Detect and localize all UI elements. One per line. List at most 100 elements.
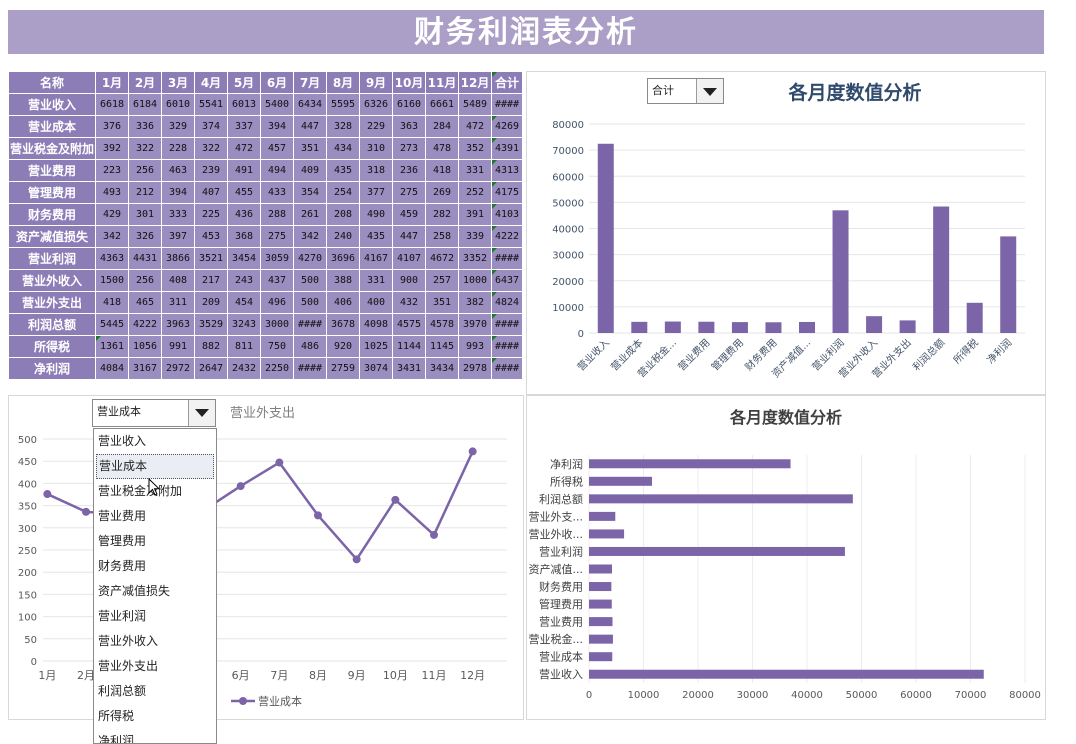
table-cell[interactable]: 2759 [326, 357, 360, 380]
table-cell[interactable]: 993 [458, 335, 492, 358]
table-cell[interactable]: 4431 [128, 247, 162, 270]
table-cell[interactable]: 500 [293, 269, 327, 292]
table-cell[interactable]: 318 [359, 159, 393, 182]
table-cell[interactable]: 3678 [326, 313, 360, 336]
line-selector-list[interactable]: 营业收入 营业成本 营业税金及附加 营业费用 管理费用 财务费用 资产减值损失 营业利润 营业外… [93, 428, 217, 744]
table-cell[interactable]: 376 [95, 115, 129, 138]
table-cell[interactable]: 3696 [326, 247, 360, 270]
table-cell[interactable]: 288 [260, 203, 294, 226]
table-cell[interactable]: 377 [359, 181, 393, 204]
table-cell[interactable]: 2250 [260, 357, 294, 380]
table-cell[interactable]: 432 [392, 291, 426, 314]
table-cell[interactable]: 4167 [359, 247, 393, 270]
table-cell[interactable]: 310 [359, 137, 393, 160]
table-cell[interactable]: 3529 [194, 313, 228, 336]
table-cell[interactable]: 4672 [425, 247, 459, 270]
table-cell[interactable]: 2647 [194, 357, 228, 380]
table-cell[interactable]: 418 [95, 291, 129, 314]
table-cell[interactable]: 1025 [359, 335, 393, 358]
table-cell[interactable]: 257 [425, 269, 459, 292]
dropdown-option[interactable]: 净利润 [98, 734, 135, 744]
table-cell[interactable]: 5445 [95, 313, 129, 336]
table-cell[interactable]: 3167 [128, 357, 162, 380]
table-cell[interactable]: 3434 [425, 357, 459, 380]
table-cell[interactable]: 6618 [95, 93, 129, 116]
table-cell[interactable]: 6160 [392, 93, 426, 116]
table-cell[interactable]: 391 [458, 203, 492, 226]
table-cell[interactable]: 331 [458, 159, 492, 182]
table-cell[interactable]: 455 [227, 181, 261, 204]
dropdown-option[interactable]: 管理费用 [98, 534, 147, 548]
table-cell[interactable]: 229 [359, 115, 393, 138]
table-cell[interactable]: 351 [293, 137, 327, 160]
table-cell[interactable]: 351 [425, 291, 459, 314]
table-cell[interactable]: 493 [95, 181, 129, 204]
table-cell[interactable]: 228 [161, 137, 195, 160]
chart-selector-dropdown[interactable]: 合计 [647, 78, 724, 104]
table-cell[interactable]: 453 [194, 225, 228, 248]
table-cell[interactable]: 435 [326, 159, 360, 182]
table-cell[interactable]: 6326 [359, 93, 393, 116]
table-cell[interactable]: 342 [293, 225, 327, 248]
table-cell[interactable]: 1500 [95, 269, 129, 292]
table-cell[interactable]: 363 [392, 115, 426, 138]
table-cell[interactable]: 6184 [128, 93, 162, 116]
table-cell[interactable]: 261 [293, 203, 327, 226]
table-cell[interactable]: 223 [95, 159, 129, 182]
table-cell[interactable]: 2432 [227, 357, 261, 380]
table-cell[interactable]: 388 [326, 269, 360, 292]
table-cell[interactable]: 459 [392, 203, 426, 226]
dropdown-option[interactable]: 利润总额 [98, 684, 147, 698]
table-cell[interactable]: 465 [128, 291, 162, 314]
table-cell[interactable]: 4363 [95, 247, 129, 270]
table-cell[interactable]: 494 [260, 159, 294, 182]
table-cell[interactable]: 392 [95, 137, 129, 160]
table-cell[interactable]: 3963 [161, 313, 195, 336]
table-cell[interactable]: 6010 [161, 93, 195, 116]
table-cell[interactable]: 3970 [458, 313, 492, 336]
table-cell[interactable]: #### [491, 335, 523, 358]
table-cell[interactable]: 6434 [293, 93, 327, 116]
dropdown-option[interactable]: 营业收入 [98, 434, 147, 448]
table-cell[interactable]: 275 [260, 225, 294, 248]
table-cell[interactable]: 434 [326, 137, 360, 160]
table-cell[interactable]: 269 [425, 181, 459, 204]
chevron-down-icon[interactable] [188, 400, 215, 426]
table-cell[interactable]: 212 [128, 181, 162, 204]
dropdown-option[interactable]: 营业外支出 [98, 659, 159, 673]
table-cell[interactable]: 217 [194, 269, 228, 292]
table-cell[interactable]: 3352 [458, 247, 492, 270]
table-cell[interactable]: 273 [392, 137, 426, 160]
table-cell[interactable]: 418 [425, 159, 459, 182]
table-cell[interactable]: 3454 [227, 247, 261, 270]
table-cell[interactable]: 500 [293, 291, 327, 314]
table-cell[interactable]: #### [491, 357, 523, 380]
table-cell[interactable]: 4391 [491, 137, 523, 160]
table-cell[interactable]: 209 [194, 291, 228, 314]
table-cell[interactable]: 382 [458, 291, 492, 314]
table-cell[interactable]: 5400 [260, 93, 294, 116]
table-cell[interactable]: 472 [227, 137, 261, 160]
table-cell[interactable]: 6661 [425, 93, 459, 116]
table-cell[interactable]: 3059 [260, 247, 294, 270]
table-cell[interactable]: 322 [128, 137, 162, 160]
table-cell[interactable]: 275 [392, 181, 426, 204]
table-cell[interactable]: 920 [326, 335, 360, 358]
table-cell[interactable]: 336 [128, 115, 162, 138]
table-cell[interactable]: 486 [293, 335, 327, 358]
table-cell[interactable]: 333 [161, 203, 195, 226]
table-cell[interactable]: 490 [359, 203, 393, 226]
table-cell[interactable]: 374 [194, 115, 228, 138]
table-cell[interactable]: 4103 [491, 203, 523, 226]
table-cell[interactable]: 457 [260, 137, 294, 160]
table-cell[interactable]: 4575 [392, 313, 426, 336]
table-cell[interactable]: 352 [458, 137, 492, 160]
table-cell[interactable]: 882 [194, 335, 228, 358]
table-cell[interactable]: 4222 [128, 313, 162, 336]
table-cell[interactable]: 811 [227, 335, 261, 358]
table-cell[interactable]: 394 [260, 115, 294, 138]
table-cell[interactable]: 4269 [491, 115, 523, 138]
table-cell[interactable]: 239 [194, 159, 228, 182]
table-cell[interactable]: 436 [227, 203, 261, 226]
table-cell[interactable]: #### [293, 357, 327, 380]
